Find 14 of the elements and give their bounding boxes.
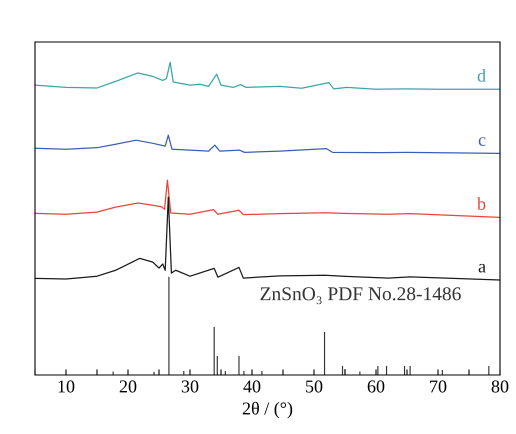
x-tick-label: 10 — [58, 380, 74, 393]
x-axis-title: 2θ / (°) — [242, 402, 292, 418]
series-label: a — [478, 264, 486, 273]
series-label: c — [478, 137, 486, 146]
x-tick-label: 70 — [430, 380, 446, 393]
x-tick-label: 20 — [120, 380, 136, 393]
x-tick-label: 40 — [243, 380, 260, 393]
x-tick-label: 50 — [306, 380, 322, 393]
x-tick-label: 60 — [368, 380, 384, 393]
text: ZnSnO₃ PDF No.28-1486 — [260, 287, 461, 304]
series-label: b — [477, 197, 486, 210]
x-tick-label: 80 — [492, 380, 508, 393]
series-label: d — [478, 69, 486, 82]
x-tick-label: 30 — [182, 380, 198, 393]
